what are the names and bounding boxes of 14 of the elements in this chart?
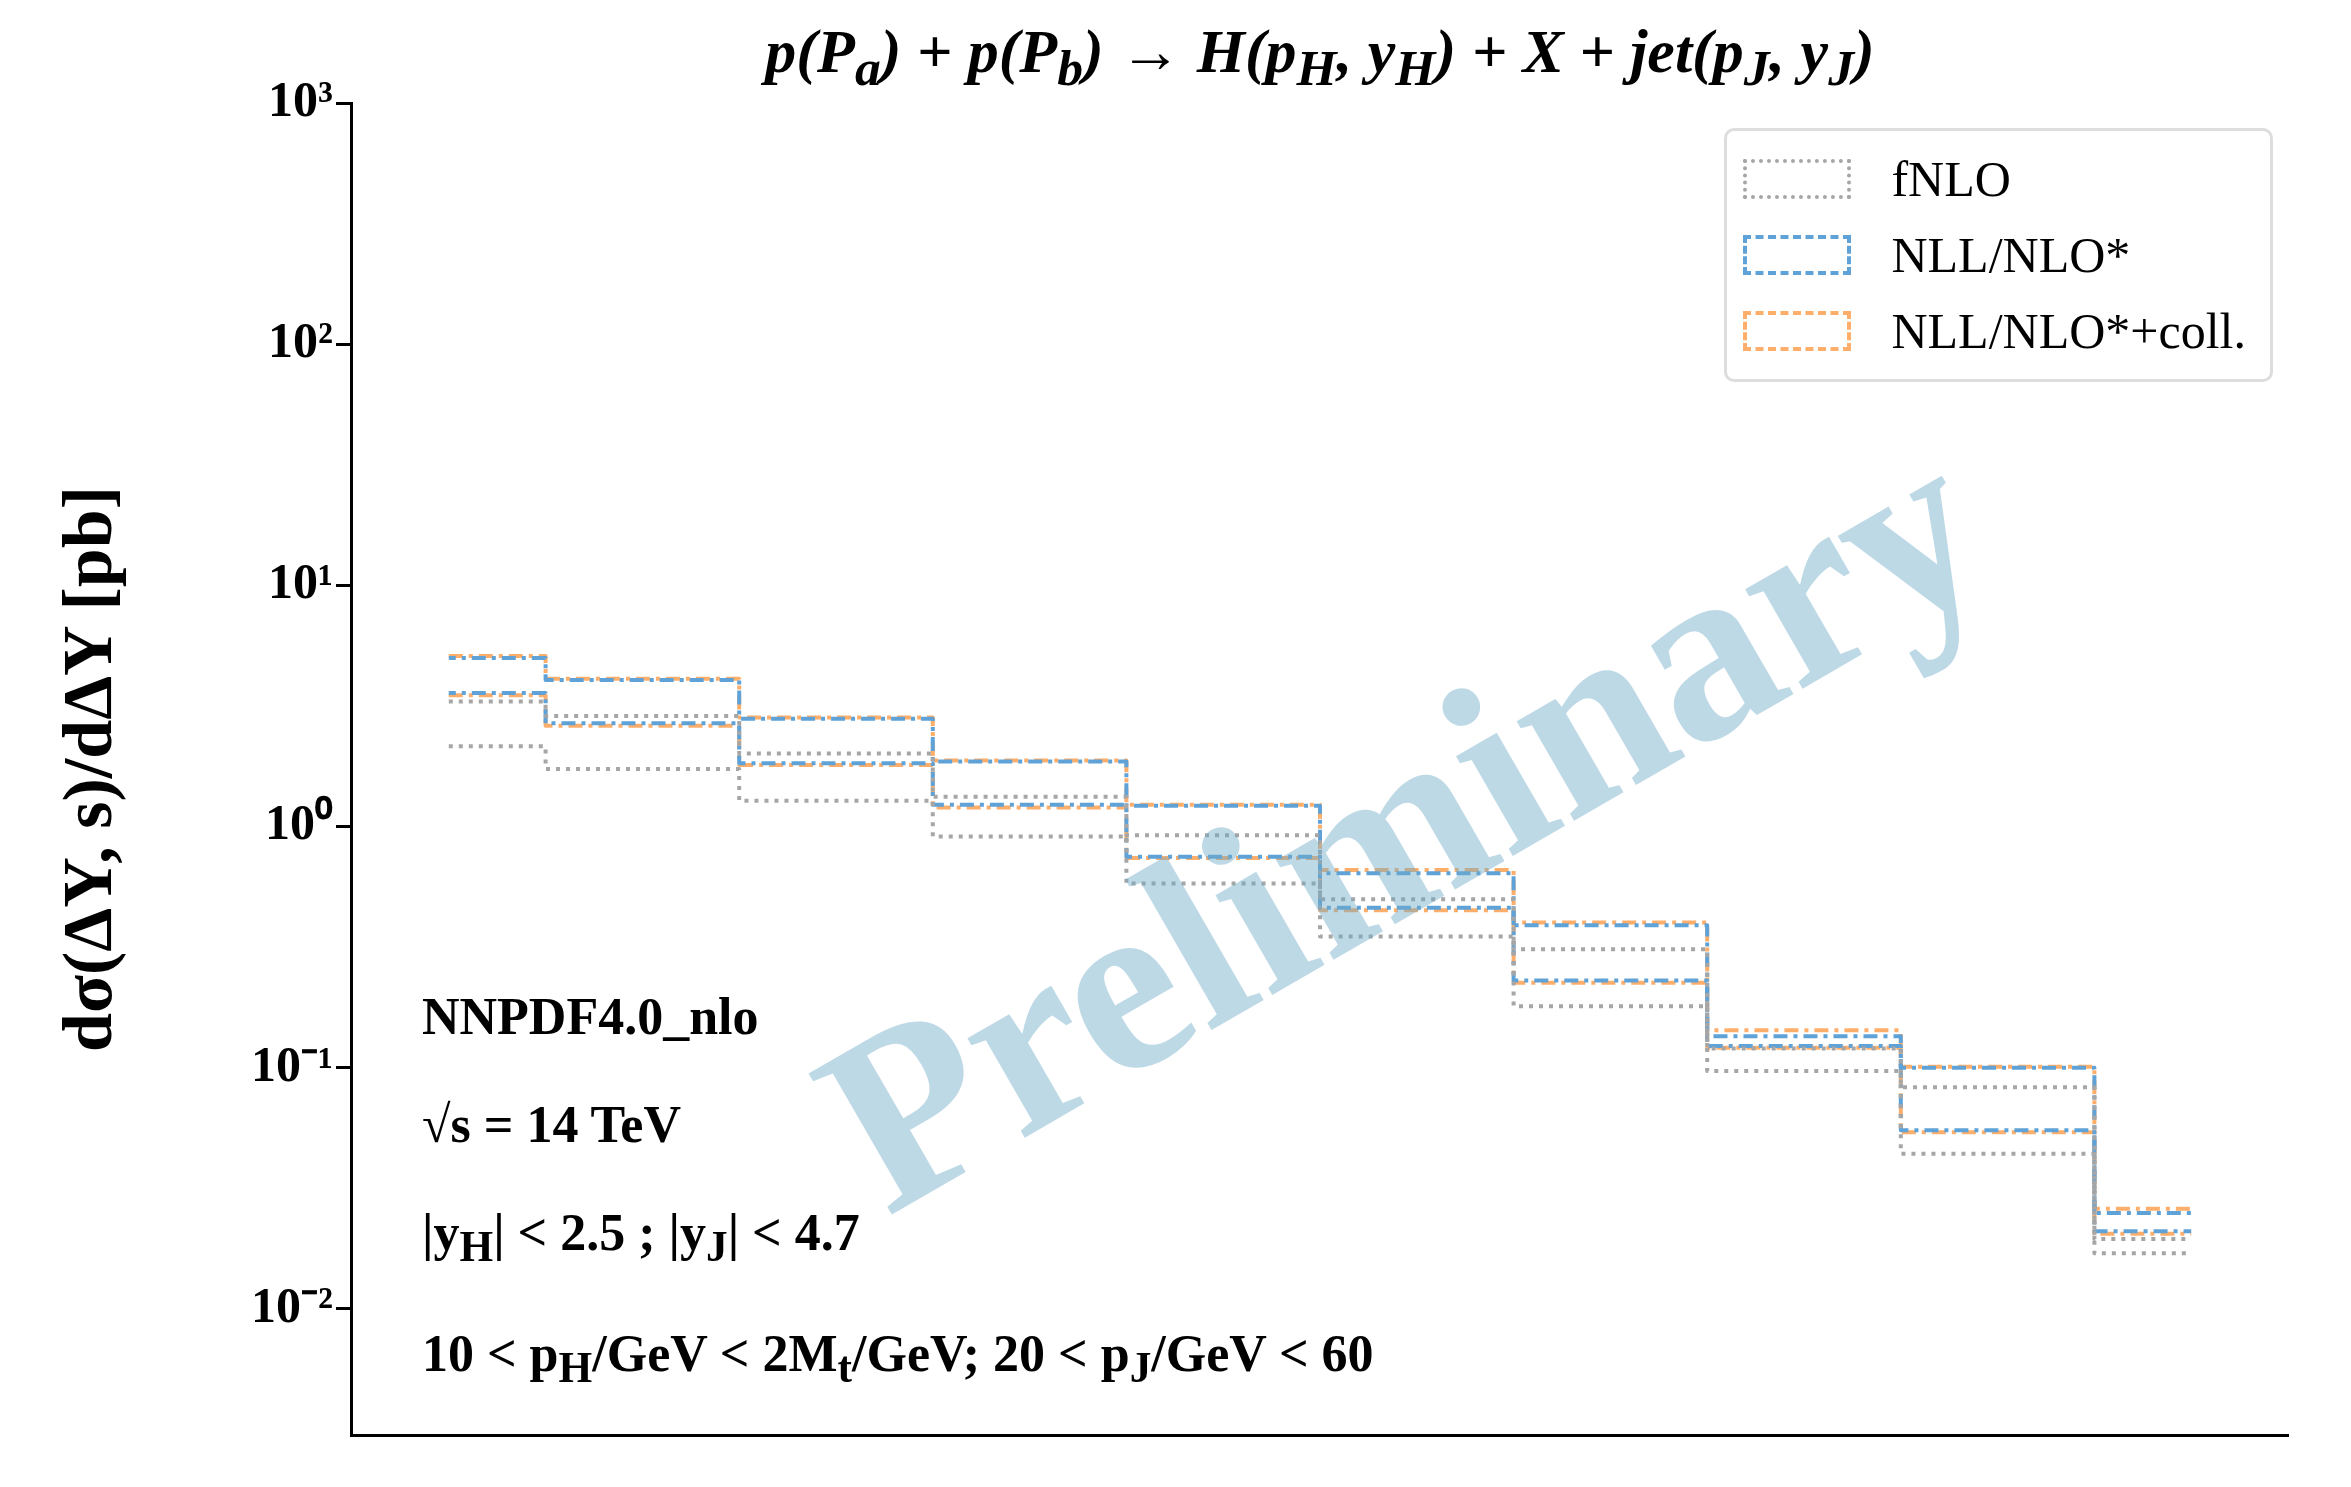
annotation: |y$_{H}$| < 2.5 ; |y$_{J}$| < 4.7 [421,1204,860,1273]
y-tick-label: 10² [267,312,333,369]
y-tick-label: 10⁻² [250,1276,333,1333]
y-tick-label: 10⁰ [264,794,333,851]
annotation: NNPDF4.0_nlo [421,988,759,1045]
y-tick-label: 10⁻¹ [250,1035,333,1092]
annotation: 10 < p$_{H}$/GeV < 2M$_{t}$/GeV; 20 < p$_{J}$/GeV < 60 [421,1324,1374,1394]
legend-label: NLL/NLO*+coll. [1891,302,2246,360]
legend-label: NLL/NLO* [1891,226,2131,284]
legend-label: fNLO [1891,150,2011,208]
y-tick-label: 10¹ [267,553,333,610]
y-tick-label: 10³ [267,70,333,127]
y-axis-title: dσ(ΔY, s)/dΔY [pb] [48,485,127,1053]
annotation: √s = 14 TeV [421,1096,681,1153]
